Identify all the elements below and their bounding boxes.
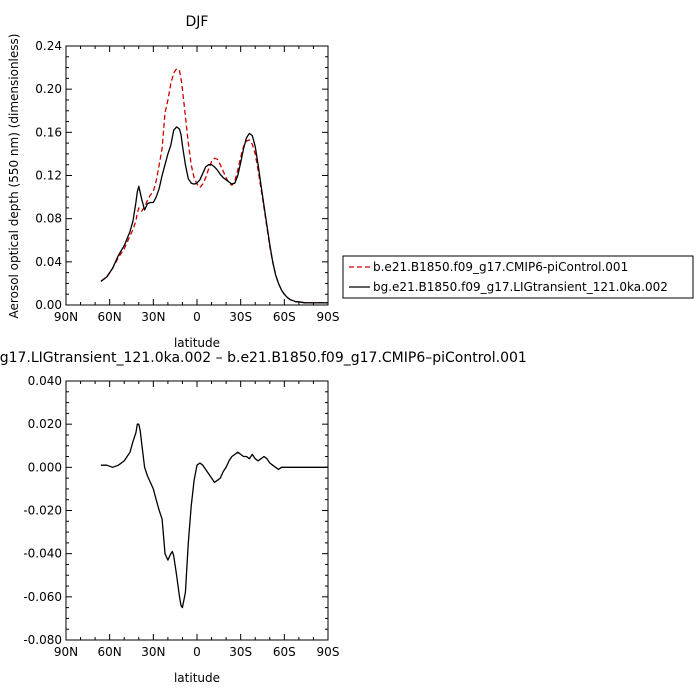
legend-label-series-1: b.e21.B1850.f09_g17.CMIP6-piControl.001 <box>373 260 628 274</box>
top-chart-title: DJF <box>186 14 209 30</box>
bottom-x-tick-label: 60S <box>273 645 296 659</box>
top-y-tick-label: 0.04 <box>35 255 62 269</box>
top-x-tick-label: 90N <box>54 310 78 324</box>
top-series-line-1 <box>100 68 328 304</box>
bottom-chart-title: bg.e21.B1850.f09_g17.LIGtransient_121.0k… <box>0 350 527 366</box>
top-y-tick-label: 0.16 <box>35 125 62 139</box>
top-y-tick-label: 0.08 <box>35 212 62 226</box>
top-x-tick-label: 30N <box>141 310 165 324</box>
bottom-x-tick-label: 90S <box>317 645 340 659</box>
bottom-y-tick-label: -0.020 <box>23 504 62 518</box>
legend-box <box>342 255 694 299</box>
bottom-y-tick-label: -0.080 <box>23 633 62 647</box>
top-y-tick-label: 0.20 <box>35 82 62 96</box>
bottom-x-tick-label: 0 <box>193 645 201 659</box>
top-x-tick-label: 90S <box>317 310 340 324</box>
top-y-tick-label: 0.24 <box>35 39 62 53</box>
bottom-y-tick-label: 0.020 <box>28 417 62 431</box>
bottom-y-tick-label: -0.060 <box>23 590 62 604</box>
legend-label-series-2: bg.e21.B1850.f09_g17.LIGtransient_121.0k… <box>373 280 668 294</box>
top-y-axis-label: Aerosol optical depth (550 nm) (dimensio… <box>7 34 21 319</box>
top-x-tick-label: 60S <box>273 310 296 324</box>
top-plot-frame <box>65 45 329 306</box>
top-x-tick-label: 60N <box>98 310 122 324</box>
bottom-x-tick-label: 90N <box>54 645 78 659</box>
bottom-x-tick-label: 30N <box>141 645 165 659</box>
top-x-tick-label: 30S <box>229 310 252 324</box>
top-x-tick-label: 0 <box>193 310 201 324</box>
bottom-x-axis-label: latitude <box>174 671 220 685</box>
bottom-panel: bg.e21.B1850.f09_g17.LIGtransient_121.0k… <box>0 350 527 685</box>
bottom-series-line-1 <box>100 423 328 609</box>
bottom-y-tick-label: 0.040 <box>28 374 62 388</box>
bottom-y-tick-label: -0.040 <box>23 547 62 561</box>
top-x-axis-label: latitude <box>174 336 220 350</box>
bottom-y-tick-label: 0.000 <box>28 460 62 474</box>
top-y-tick-label: 0.12 <box>35 169 62 183</box>
bottom-x-tick-label: 60N <box>98 645 122 659</box>
top-y-tick-label: 0.00 <box>35 298 62 312</box>
bottom-plot-frame <box>65 380 329 641</box>
legend: b.e21.B1850.f09_g17.CMIP6-piControl.001 … <box>342 255 694 299</box>
top-panel: DJF Aerosol optical depth (550 nm) (dime… <box>7 14 339 350</box>
bottom-x-tick-label: 30S <box>229 645 252 659</box>
top-series-line-2 <box>100 126 328 304</box>
